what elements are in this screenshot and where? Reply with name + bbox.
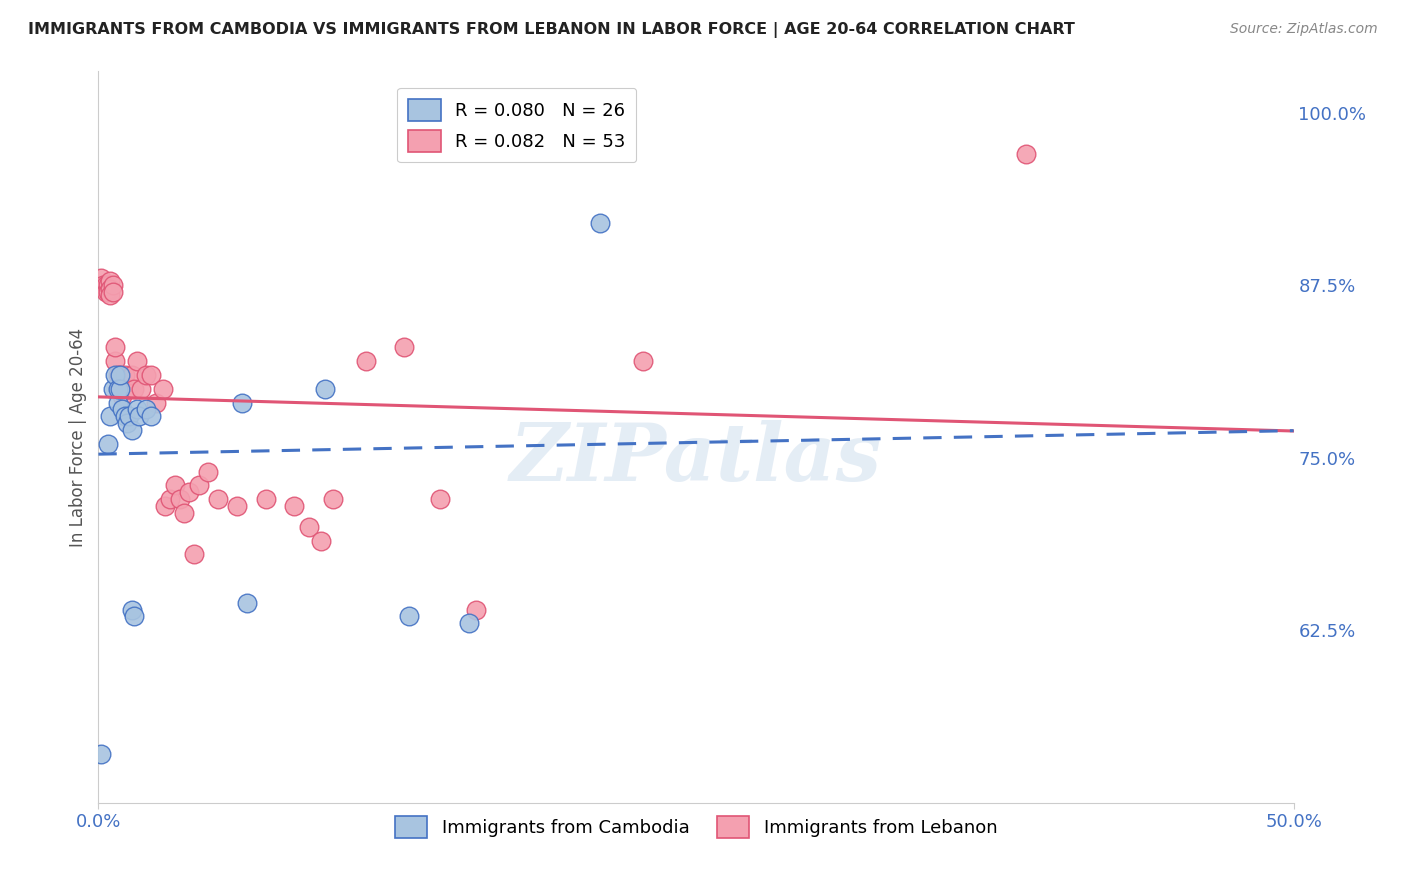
Point: [231, 395, 253, 409]
Point: [465, 602, 488, 616]
Point: [97, 437, 120, 451]
Point: [187, 478, 209, 492]
Point: [173, 506, 195, 520]
Point: [315, 382, 337, 396]
Point: [394, 340, 416, 354]
Point: [254, 492, 277, 507]
Point: [114, 368, 136, 382]
Point: [283, 499, 305, 513]
Point: [111, 389, 134, 403]
Point: [90, 271, 112, 285]
Point: [114, 382, 136, 396]
Point: [118, 409, 141, 424]
Text: ZIPatlas: ZIPatlas: [510, 420, 882, 498]
Point: [104, 354, 127, 368]
Point: [125, 402, 148, 417]
Point: [135, 368, 157, 382]
Point: [458, 616, 481, 631]
Legend: Immigrants from Cambodia, Immigrants from Lebanon: Immigrants from Cambodia, Immigrants fro…: [388, 808, 1004, 845]
Point: [354, 354, 377, 368]
Point: [155, 499, 177, 513]
Point: [107, 382, 129, 396]
Point: [98, 409, 122, 424]
Text: IMMIGRANTS FROM CAMBODIA VS IMMIGRANTS FROM LEBANON IN LABOR FORCE | AGE 20-64 C: IMMIGRANTS FROM CAMBODIA VS IMMIGRANTS F…: [28, 22, 1076, 38]
Point: [107, 382, 129, 396]
Point: [145, 395, 167, 409]
Point: [91, 278, 114, 293]
Point: [101, 285, 124, 300]
Point: [309, 533, 332, 548]
Point: [197, 465, 219, 479]
Text: Source: ZipAtlas.com: Source: ZipAtlas.com: [1230, 22, 1378, 37]
Point: [124, 609, 146, 624]
Point: [98, 274, 122, 288]
Point: [226, 499, 249, 513]
Point: [101, 382, 124, 396]
Point: [111, 402, 134, 417]
Point: [1015, 147, 1038, 161]
Point: [121, 602, 143, 616]
Point: [139, 368, 162, 382]
Point: [108, 368, 131, 382]
Point: [121, 423, 143, 437]
Point: [124, 382, 146, 396]
Point: [633, 354, 655, 368]
Point: [169, 492, 191, 507]
Point: [429, 492, 451, 507]
Point: [235, 596, 257, 610]
Point: [114, 409, 136, 424]
Point: [111, 382, 134, 396]
Point: [159, 492, 181, 507]
Point: [139, 409, 162, 424]
Point: [183, 548, 205, 562]
Point: [104, 340, 127, 354]
Point: [98, 288, 122, 302]
Point: [322, 492, 344, 507]
Point: [179, 485, 201, 500]
Point: [207, 492, 229, 507]
Point: [298, 520, 321, 534]
Point: [121, 368, 143, 382]
Point: [152, 382, 174, 396]
Point: [90, 747, 112, 762]
Point: [108, 382, 131, 396]
Point: [107, 395, 129, 409]
Point: [97, 285, 120, 300]
Point: [115, 382, 138, 396]
Point: [125, 354, 148, 368]
Y-axis label: In Labor Force | Age 20-64: In Labor Force | Age 20-64: [69, 327, 87, 547]
Point: [94, 278, 117, 293]
Point: [135, 402, 157, 417]
Point: [163, 478, 186, 492]
Point: [108, 368, 131, 382]
Point: [108, 382, 131, 396]
Point: [589, 216, 612, 230]
Point: [115, 417, 138, 431]
Point: [107, 368, 129, 382]
Point: [94, 285, 117, 300]
Point: [104, 368, 127, 382]
Point: [118, 382, 141, 396]
Point: [128, 409, 150, 424]
Point: [101, 278, 124, 293]
Point: [398, 609, 420, 624]
Point: [98, 282, 122, 296]
Point: [131, 382, 153, 396]
Point: [97, 278, 120, 293]
